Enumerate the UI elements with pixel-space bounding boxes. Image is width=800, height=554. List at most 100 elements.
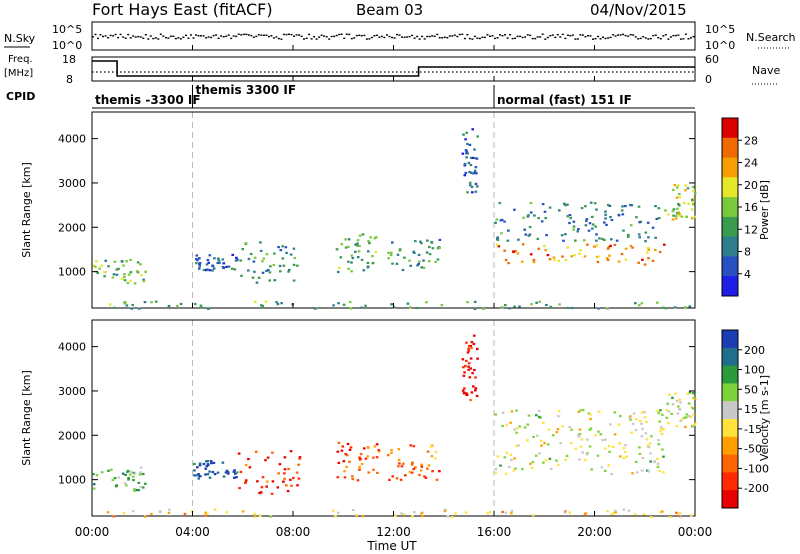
heatmap-cell [560, 234, 564, 237]
heatmap-cell [585, 219, 588, 223]
heatmap-cell [662, 306, 665, 309]
heatmap-cell [577, 228, 580, 231]
colorbar-segment [722, 157, 738, 178]
heatmap-cell [565, 454, 569, 457]
heatmap-cell [265, 253, 269, 256]
heatmap-cell [692, 413, 695, 416]
heatmap-cell [473, 369, 476, 372]
noise-point [421, 35, 424, 38]
heatmap-cell [589, 417, 592, 421]
heatmap-cell [234, 472, 237, 475]
heatmap-cell [573, 254, 576, 257]
noise-point [674, 34, 677, 37]
heatmap-cell [678, 204, 681, 207]
heatmap-cell [673, 306, 677, 309]
heatmap-cell [552, 434, 555, 437]
heatmap-cell [607, 464, 611, 467]
noise-point [305, 37, 308, 39]
noise-point [195, 34, 197, 36]
heatmap-cell [617, 214, 621, 217]
noise-point [438, 37, 441, 39]
heatmap-cell [516, 252, 520, 255]
heatmap-cell [630, 431, 633, 434]
heatmap-cell [298, 456, 302, 459]
heatmap-cell [292, 263, 296, 266]
heatmap-cell [632, 422, 635, 425]
noise-point [589, 35, 592, 37]
heatmap-cell [610, 473, 613, 476]
heatmap-cell [642, 513, 646, 516]
heatmap-cell [658, 250, 662, 254]
heatmap-cell [143, 515, 147, 518]
heatmap-cell [206, 473, 210, 476]
heatmap-cell [676, 412, 680, 415]
heatmap-cell [615, 239, 619, 242]
noise-point [172, 35, 175, 37]
heatmap-cell [347, 245, 350, 248]
heatmap-cell [557, 259, 561, 262]
heatmap-cell [495, 218, 499, 221]
heatmap-cell [221, 258, 225, 261]
noise-point [423, 38, 426, 40]
station-title: Fort Hays East (fitACF) [92, 0, 273, 19]
heatmap-cell [629, 203, 632, 207]
heatmap-cell [685, 215, 688, 218]
heatmap-cell [289, 253, 293, 256]
noise-point [242, 33, 245, 36]
heatmap-cell [337, 441, 341, 444]
heatmap-cell [546, 443, 550, 446]
heatmap-cell [127, 478, 130, 481]
heatmap-cell [610, 513, 614, 516]
heatmap-cell [428, 245, 431, 249]
heatmap-cell [686, 392, 689, 395]
heatmap-cell [673, 184, 677, 187]
noise-point [546, 36, 549, 39]
heatmap-cell [589, 427, 593, 430]
heatmap-cell [132, 479, 135, 482]
heatmap-cell [500, 232, 503, 235]
heatmap-cell [413, 251, 416, 254]
noise-point [458, 33, 461, 36]
heatmap-cell [594, 225, 597, 228]
heatmap-cell [467, 365, 470, 368]
velocity-colorbar-label: Velocity [m s-1] [758, 375, 771, 461]
heatmap-cell [123, 482, 127, 485]
heatmap-cell [597, 255, 600, 258]
heatmap-cell [548, 258, 552, 261]
heatmap-cell [675, 425, 679, 428]
heatmap-cell [283, 468, 287, 471]
noise-point [117, 36, 120, 39]
heatmap-cell [282, 264, 286, 267]
heatmap-cell [103, 271, 106, 274]
heatmap-cell [677, 514, 680, 517]
heatmap-cell [641, 427, 644, 430]
colorbar-segment [722, 137, 738, 159]
heatmap-cell [350, 261, 353, 264]
heatmap-cell [462, 392, 466, 395]
noise-point [235, 35, 238, 38]
heatmap-cell [287, 270, 290, 273]
noise-point [687, 38, 690, 40]
colorbar-tick-label: 28 [744, 134, 758, 147]
heatmap-cell [389, 253, 393, 257]
heatmap-cell [123, 275, 126, 279]
heatmap-cell [438, 470, 441, 473]
heatmap-cell [474, 387, 478, 390]
heatmap-cell [259, 249, 263, 252]
heatmap-cell [556, 428, 560, 431]
heatmap-cell [395, 477, 399, 480]
heatmap-cell [579, 409, 582, 412]
heatmap-cell [137, 481, 141, 484]
power-y-ticks: 1000 2000 3000 4000 [58, 133, 695, 279]
heatmap-cell [283, 477, 286, 480]
heatmap-cell [473, 300, 477, 303]
heatmap-cell [474, 389, 477, 392]
heatmap-cell [260, 486, 264, 489]
heatmap-cell [397, 465, 400, 468]
noise-point [177, 37, 180, 39]
noise-point [169, 35, 172, 37]
heatmap-cell [644, 231, 648, 234]
freq-left-tick-bottom: 8 [66, 73, 73, 86]
noise-point [411, 34, 414, 37]
heatmap-cell [543, 442, 546, 445]
